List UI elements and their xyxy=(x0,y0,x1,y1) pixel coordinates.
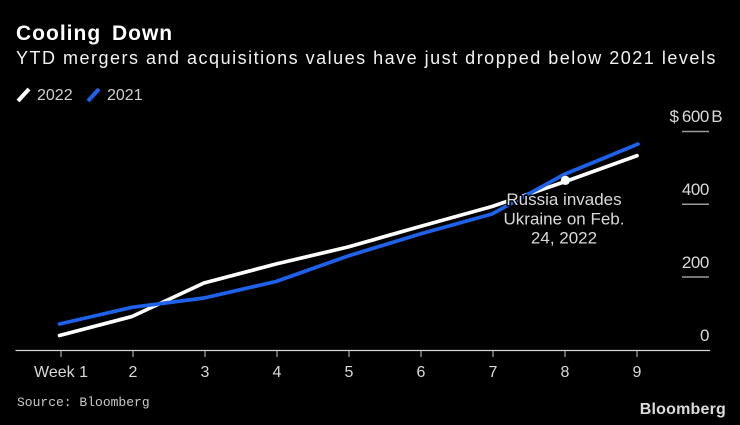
svg-text:2021: 2021 xyxy=(107,87,143,104)
svg-text:24, 2022: 24, 2022 xyxy=(531,229,597,248)
svg-text:7: 7 xyxy=(489,364,498,381)
svg-text:600: 600 xyxy=(682,107,709,126)
svg-text:Ukraine on Feb.: Ukraine on Feb. xyxy=(504,210,625,229)
svg-text:Russia invades: Russia invades xyxy=(506,190,621,209)
svg-text:3: 3 xyxy=(201,364,210,381)
svg-text:6: 6 xyxy=(417,364,426,381)
svg-text:8: 8 xyxy=(561,364,570,381)
svg-text:2022: 2022 xyxy=(37,87,73,104)
svg-text:0: 0 xyxy=(700,326,709,345)
svg-text:5: 5 xyxy=(345,364,354,381)
svg-text:9: 9 xyxy=(633,364,642,381)
svg-text:2: 2 xyxy=(129,364,138,381)
svg-text:200: 200 xyxy=(682,253,709,272)
svg-text:Week 1: Week 1 xyxy=(34,364,88,381)
svg-text:4: 4 xyxy=(273,364,282,381)
svg-text:400: 400 xyxy=(682,180,709,199)
svg-text:$: $ xyxy=(669,107,679,126)
svg-text:B: B xyxy=(711,107,722,126)
